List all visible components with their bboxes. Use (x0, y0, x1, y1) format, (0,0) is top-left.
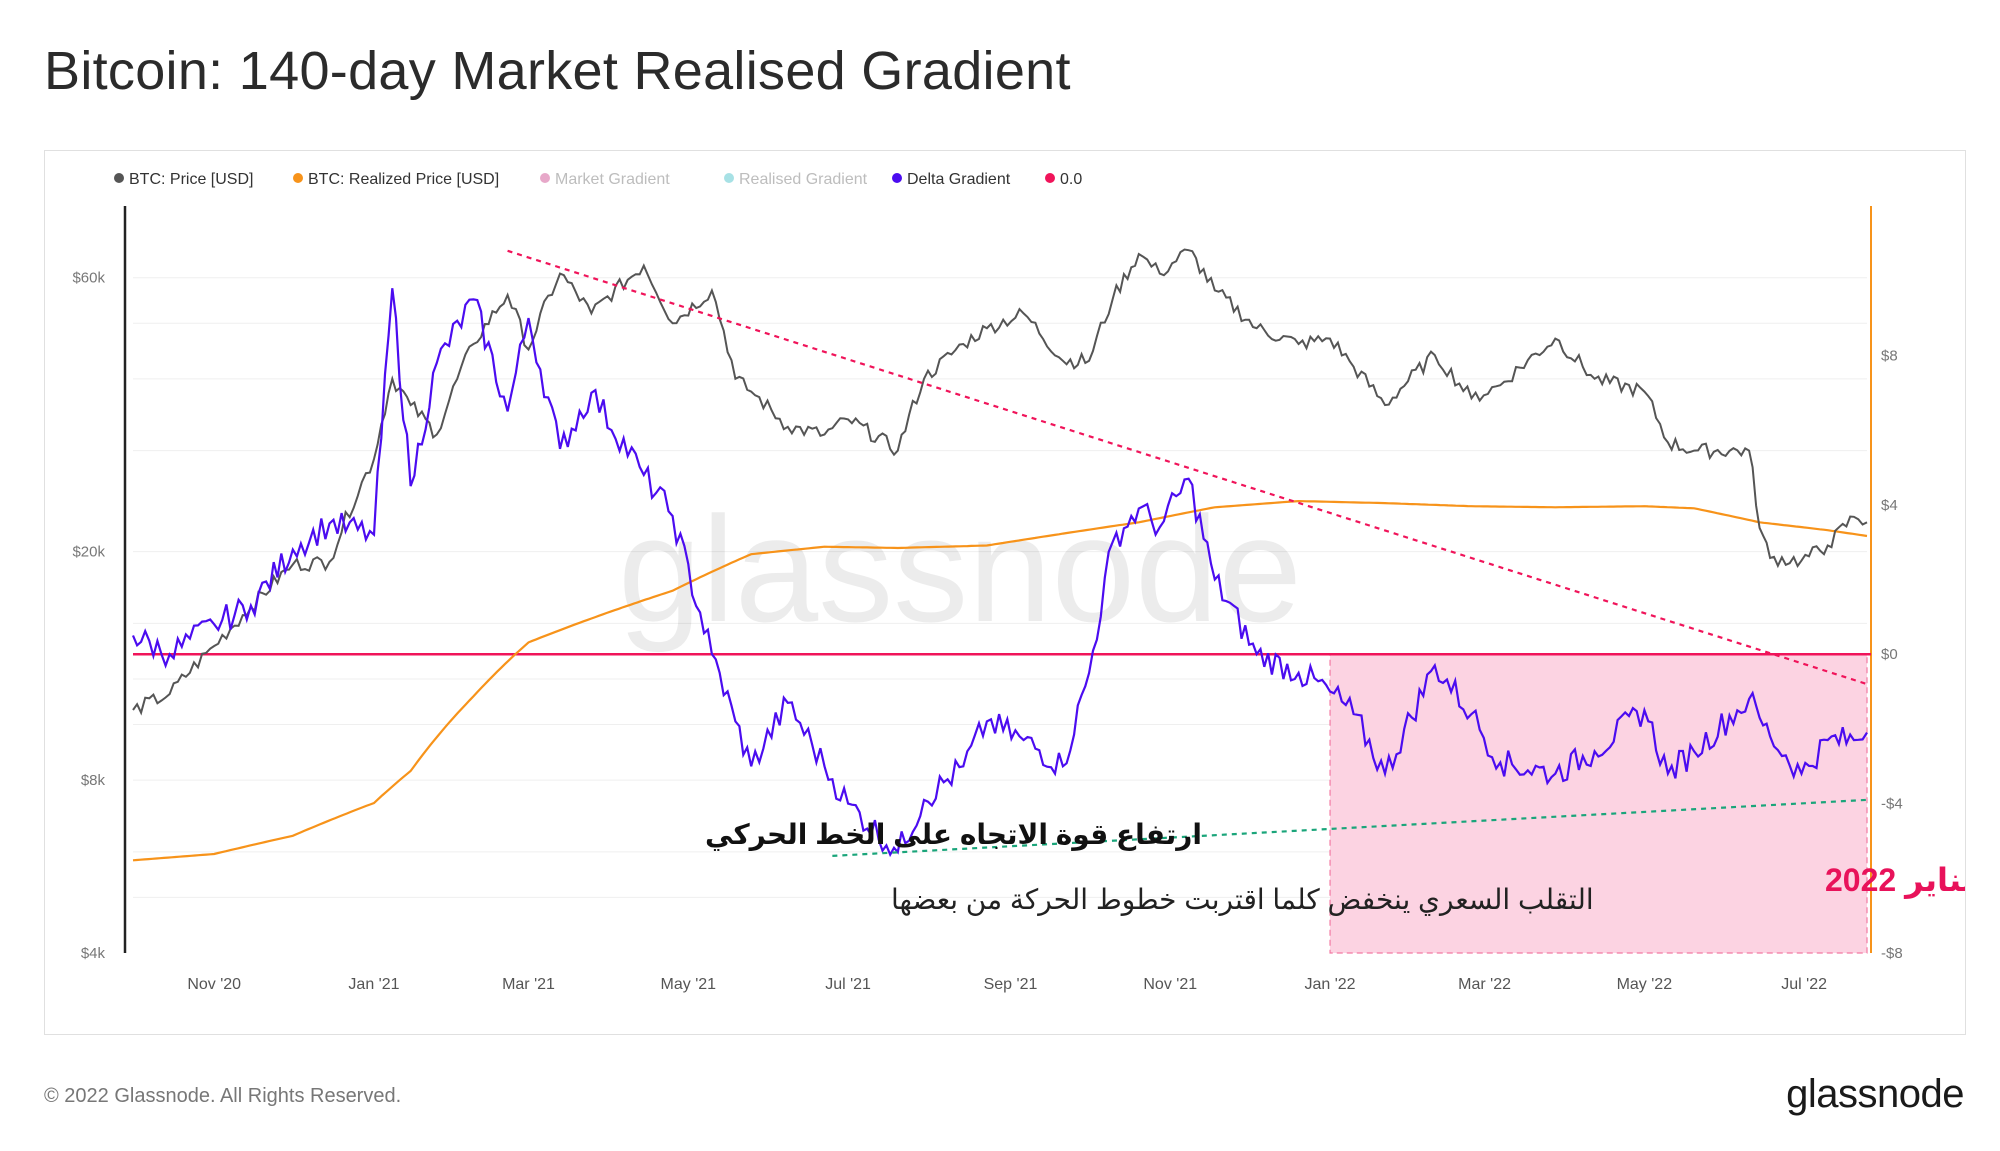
y-left-tick-label: $8k (81, 772, 106, 789)
legend-swatch (293, 173, 303, 183)
legend-swatch (540, 173, 550, 183)
legend-label: 0.0 (1060, 171, 1082, 188)
support-trendline (832, 798, 1868, 857)
y-left-tick-label: $60k (72, 270, 105, 287)
legend-swatch (1045, 173, 1055, 183)
series-realized-price-line (132, 499, 1868, 862)
x-tick-label: Mar '22 (1458, 976, 1511, 993)
legend-label: BTC: Realized Price [USD] (308, 171, 499, 188)
x-tick-label: Nov '20 (187, 976, 241, 993)
chart-panel: BTC: Price [USD] BTC: Realized Price [USD… (44, 150, 1966, 1035)
y-right-tick-label: $8 (1881, 347, 1898, 364)
legend-item: BTC: Price [USD] (114, 171, 253, 188)
x-tick-label: Jan '22 (1304, 976, 1355, 993)
legend-swatch (892, 173, 902, 183)
series-delta-gradient-line (131, 288, 1868, 858)
legend-item: Market Gradient (540, 171, 670, 188)
y-right-tick-label: $0 (1881, 646, 1898, 663)
legend-item: BTC: Realized Price [USD] (293, 171, 499, 188)
legend-label: Market Gradient (555, 171, 670, 188)
x-tick-label: Nov '21 (1143, 976, 1197, 993)
chart-title: Bitcoin: 140-day Market Realised Gradien… (44, 41, 1071, 101)
legend-item: Realised Gradient (724, 171, 868, 188)
y-right-tick-label: -$4 (1881, 796, 1903, 813)
y-left-tick-label: $4k (81, 945, 106, 962)
legend-label: BTC: Price [USD] (129, 171, 253, 188)
legend-item: Delta Gradient (892, 171, 1011, 188)
x-tick-label: Mar '21 (502, 976, 555, 993)
legend-label: Realised Gradient (739, 171, 868, 188)
footer-copyright: © 2022 Glassnode. All Rights Reserved. (44, 1085, 402, 1107)
x-tick-label: Jul '21 (825, 976, 871, 993)
legend-label: Delta Gradient (907, 171, 1011, 188)
x-tick-label: May '22 (1617, 976, 1673, 993)
y-left-tick-label: $20k (72, 544, 105, 561)
series-btc-price-line (132, 248, 1868, 716)
y-right-tick-label: $4 (1881, 497, 1898, 514)
annotation-volatility: التقلب السعري ينخفض كلما اقتربت خطوط الح… (891, 884, 1594, 916)
chart-canvas: BTC: Price [USD] BTC: Realized Price [USD… (72, 171, 1965, 993)
x-tick-label: Jan '21 (348, 976, 399, 993)
x-tick-label: May '21 (661, 976, 717, 993)
y-right-tick-label: -$8 (1881, 945, 1903, 962)
legend-item: 0.0 (1045, 171, 1082, 188)
resistance-trendline (507, 249, 1868, 686)
legend-swatch (724, 173, 734, 183)
highlight-region (1329, 653, 1868, 954)
annotation-trend-strength: ارتفاع قوة الاتجاه على الخط الحركي (705, 819, 1202, 851)
annotation-no-positive-values: لا توجد قيم ايجابية منذ يناير 2022 (1825, 862, 1965, 899)
x-tick-label: Jul '22 (1781, 976, 1827, 993)
footer-brand-logo: glassnode (1786, 1072, 1964, 1116)
legend-swatch (114, 173, 124, 183)
x-tick-label: Sep '21 (984, 976, 1038, 993)
